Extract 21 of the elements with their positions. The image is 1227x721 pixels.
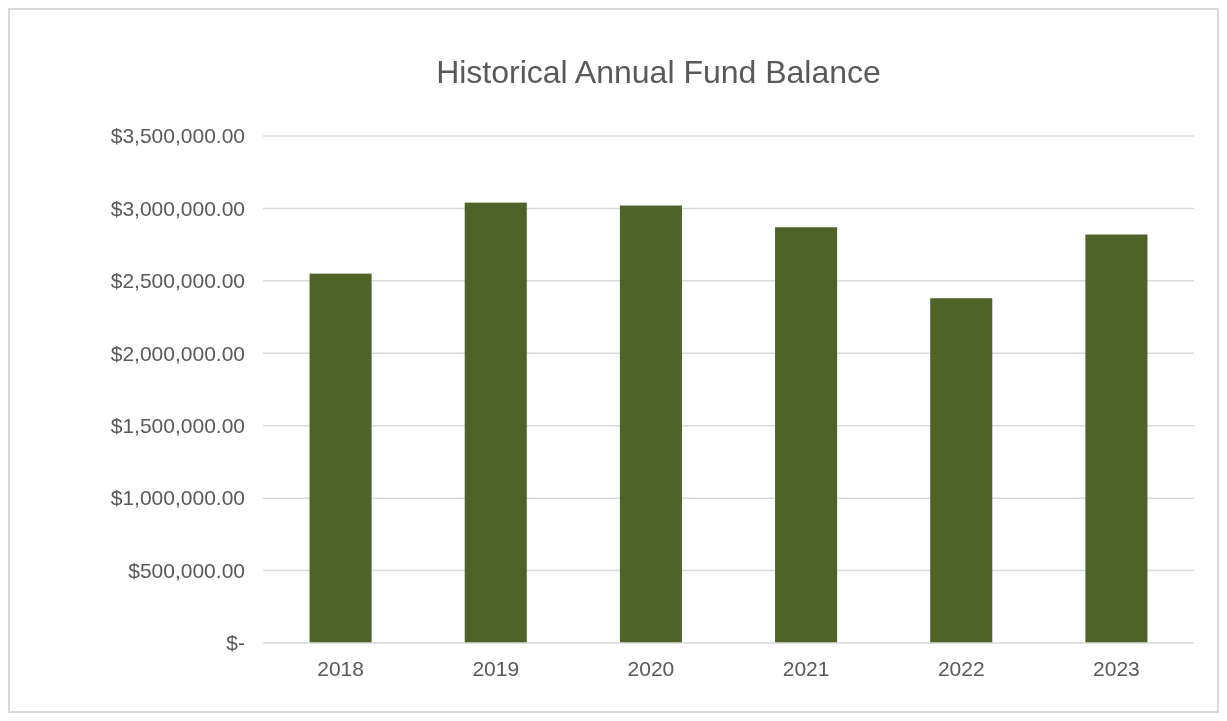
bar	[775, 227, 838, 643]
bar	[619, 205, 682, 643]
x-tick-label: 2020	[627, 657, 675, 680]
y-tick-label: $3,000,000.00	[110, 196, 245, 220]
bar	[309, 273, 372, 643]
bar	[930, 298, 993, 643]
chart-title: Historical Annual Fund Balance	[436, 54, 881, 90]
x-tick-label: 2021	[782, 657, 830, 680]
x-tick-label: 2023	[1093, 657, 1140, 680]
y-tick-label: $2,000,000.00	[110, 341, 245, 365]
y-tick-label: $3,500,000.00	[110, 124, 245, 148]
y-tick-label: $-	[226, 631, 245, 655]
x-tick-label: 2019	[472, 657, 520, 680]
y-tick-label: $1,500,000.00	[110, 414, 245, 438]
x-tick-label: 2018	[317, 657, 364, 680]
bar	[1085, 234, 1148, 643]
y-tick-label: $1,000,000.00	[110, 486, 245, 510]
bar	[464, 202, 527, 643]
y-tick-label: $2,500,000.00	[110, 269, 245, 293]
y-tick-label: $500,000.00	[128, 558, 245, 582]
x-tick-label: 2022	[937, 657, 985, 680]
